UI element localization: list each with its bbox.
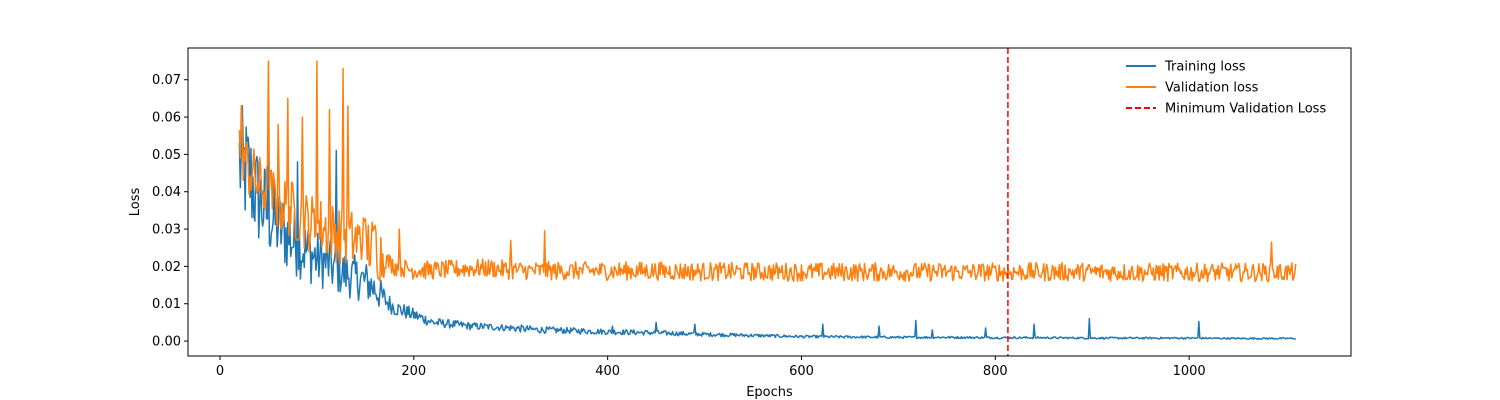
- series-line-validation-loss: [238, 60, 1297, 283]
- y-tick-label: 0.05: [152, 148, 181, 163]
- y-tick-label: 0.03: [152, 223, 181, 238]
- x-tick-label: 200: [401, 364, 426, 379]
- series-group: [238, 60, 1297, 340]
- legend-label: Validation loss: [1165, 81, 1259, 96]
- x-tick-label: 800: [983, 364, 1008, 379]
- x-tick-label: 600: [789, 364, 814, 379]
- y-tick-label: 0.06: [152, 111, 181, 126]
- plot-frame: [187, 47, 1352, 357]
- x-tick-label: 400: [595, 364, 620, 379]
- legend-label: Minimum Validation Loss: [1165, 102, 1326, 117]
- series-line-training-loss: [238, 104, 1297, 340]
- y-axis-label: Loss: [128, 188, 143, 217]
- y-tick-label: 0.00: [152, 335, 181, 350]
- y-tick-label: 0.04: [152, 185, 181, 200]
- y-tick-label: 0.02: [152, 260, 181, 275]
- y-tick-label: 0.07: [152, 73, 181, 88]
- legend-label: Training loss: [1164, 60, 1246, 75]
- legend: Training loss Validation loss Minimum Vali…: [1126, 60, 1326, 117]
- x-tick-label: 1000: [1173, 364, 1206, 379]
- y-tick-label: 0.01: [152, 297, 181, 312]
- x-axis-label: Epochs: [746, 385, 793, 400]
- x-tick-label: 0: [216, 364, 224, 379]
